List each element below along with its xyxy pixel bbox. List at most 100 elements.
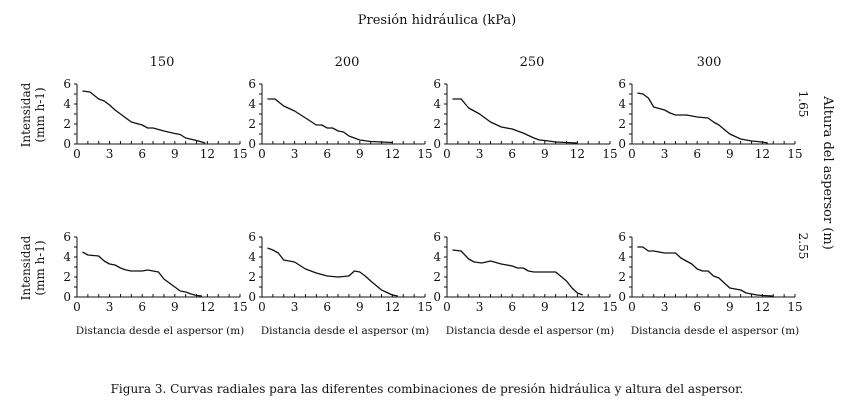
panel-2-55-250: 0 3 6 9 12 15 0 2 4 6	[433, 230, 617, 314]
panel-2-55-200: 0 3 6 9 12 15 0 2 4 6	[248, 230, 432, 314]
x-tick-label: 6	[508, 147, 516, 161]
y-tick-label: 2	[433, 117, 441, 131]
x-tick-label: 6	[138, 147, 146, 161]
x-tick-label: 9	[171, 300, 179, 314]
x-tick-label: 12	[570, 147, 585, 161]
y-tick-label: 6	[618, 77, 626, 91]
y-tick-label: 6	[433, 77, 441, 91]
ylabel-line-1: Intensidad	[19, 82, 33, 147]
xlabel-col-3: Distancia desde el aspersor (m)	[446, 325, 615, 337]
y-tick-label: 0	[248, 137, 256, 151]
right-title: Altura del aspersor (m)	[820, 95, 835, 250]
y-tick-label: 2	[63, 270, 71, 284]
panel-1-65-300: 0 3 6 9 12 15 0 2 4 6	[618, 77, 802, 161]
row-label-1-65: 1.65	[796, 91, 810, 118]
y-tick-label: 6	[248, 230, 256, 244]
series-line	[82, 90, 206, 144]
x-tick-label: 12	[385, 300, 400, 314]
x-tick-label: 6	[323, 147, 331, 161]
y-tick-label: 2	[618, 117, 626, 131]
xlabel-col-4: Distancia desde el aspersor (m)	[631, 325, 800, 337]
figure-caption: Figura 3. Curvas radiales para las difer…	[111, 382, 744, 396]
y-tick-label: 4	[618, 250, 626, 264]
y-tick-label: 6	[63, 77, 71, 91]
x-tick-label: 12	[755, 147, 770, 161]
y-tick-label: 0	[618, 137, 626, 151]
ylabel-row-1: Intensidad (mm h-1)	[19, 82, 47, 147]
x-tick-label: 3	[291, 300, 299, 314]
ylabel-row-2: Intensidad (mm h-1)	[19, 235, 47, 300]
column-label-150: 150	[150, 55, 175, 70]
column-label-300: 300	[697, 55, 722, 70]
y-tick-label: 0	[433, 137, 441, 151]
y-tick-label: 0	[433, 290, 441, 304]
x-tick-label: 15	[602, 300, 617, 314]
y-tick-label: 6	[248, 77, 256, 91]
x-tick-label: 0	[443, 300, 451, 314]
x-tick-label: 9	[726, 300, 734, 314]
x-tick-label: 15	[232, 147, 247, 161]
x-tick-label: 15	[417, 147, 432, 161]
ylabel-line-2: (mm h-1)	[33, 240, 47, 295]
y-tick-label: 4	[618, 97, 626, 111]
x-tick-label: 0	[258, 300, 266, 314]
y-tick-label: 4	[433, 97, 441, 111]
xlabel-col-2: Distancia desde el aspersor (m)	[261, 325, 430, 337]
column-label-250: 250	[520, 55, 545, 70]
x-tick-label: 9	[356, 147, 364, 161]
x-tick-label: 3	[106, 147, 114, 161]
panel-2-55-150: 0 3 6 9 12 15 0 2 4 6	[63, 230, 247, 314]
column-label-200: 200	[335, 55, 360, 70]
y-tick-label: 2	[63, 117, 71, 131]
x-tick-label: 0	[73, 300, 81, 314]
x-tick-label: 0	[628, 147, 636, 161]
ylabel-line-1: Intensidad	[19, 235, 33, 300]
x-tick-label: 15	[417, 300, 432, 314]
x-tick-label: 12	[755, 300, 770, 314]
y-tick-label: 2	[248, 270, 256, 284]
series-line	[82, 251, 203, 297]
x-tick-label: 3	[661, 147, 669, 161]
panel-1-65-150: 0 3 6 9 12 15 0 2 4 6	[63, 77, 247, 161]
x-tick-label: 12	[570, 300, 585, 314]
top-title: Presión hidráulica (kPa)	[358, 13, 516, 28]
y-tick-label: 4	[63, 97, 71, 111]
y-tick-label: 4	[248, 97, 256, 111]
y-tick-label: 4	[433, 250, 441, 264]
y-tick-label: 2	[618, 270, 626, 284]
x-tick-label: 6	[693, 147, 701, 161]
y-tick-label: 4	[63, 250, 71, 264]
y-tick-label: 0	[618, 290, 626, 304]
x-tick-label: 9	[541, 300, 549, 314]
x-tick-label: 0	[443, 147, 451, 161]
ylabel-line-2: (mm h-1)	[33, 87, 47, 142]
series-line	[267, 247, 398, 297]
y-tick-label: 4	[248, 250, 256, 264]
series-line	[637, 246, 774, 297]
x-tick-label: 15	[787, 147, 802, 161]
x-tick-label: 9	[541, 147, 549, 161]
x-tick-label: 6	[138, 300, 146, 314]
y-tick-label: 2	[433, 270, 441, 284]
series-line	[267, 98, 393, 144]
x-tick-label: 3	[476, 147, 484, 161]
x-tick-label: 3	[476, 300, 484, 314]
x-tick-label: 12	[385, 147, 400, 161]
x-tick-label: 15	[232, 300, 247, 314]
x-tick-label: 12	[200, 147, 215, 161]
y-tick-label: 0	[63, 290, 71, 304]
x-tick-label: 0	[73, 147, 81, 161]
y-tick-label: 6	[433, 230, 441, 244]
x-tick-label: 9	[356, 300, 364, 314]
series-line	[452, 98, 578, 144]
panel-1-65-200: 0 3 6 9 12 15 0 2 4 6	[248, 77, 432, 161]
x-tick-label: 3	[661, 300, 669, 314]
series-line	[452, 249, 584, 296]
row-label-2-55: 2.55	[796, 233, 810, 260]
x-tick-label: 6	[323, 300, 331, 314]
y-tick-label: 0	[248, 290, 256, 304]
x-tick-label: 15	[602, 147, 617, 161]
x-tick-label: 3	[291, 147, 299, 161]
